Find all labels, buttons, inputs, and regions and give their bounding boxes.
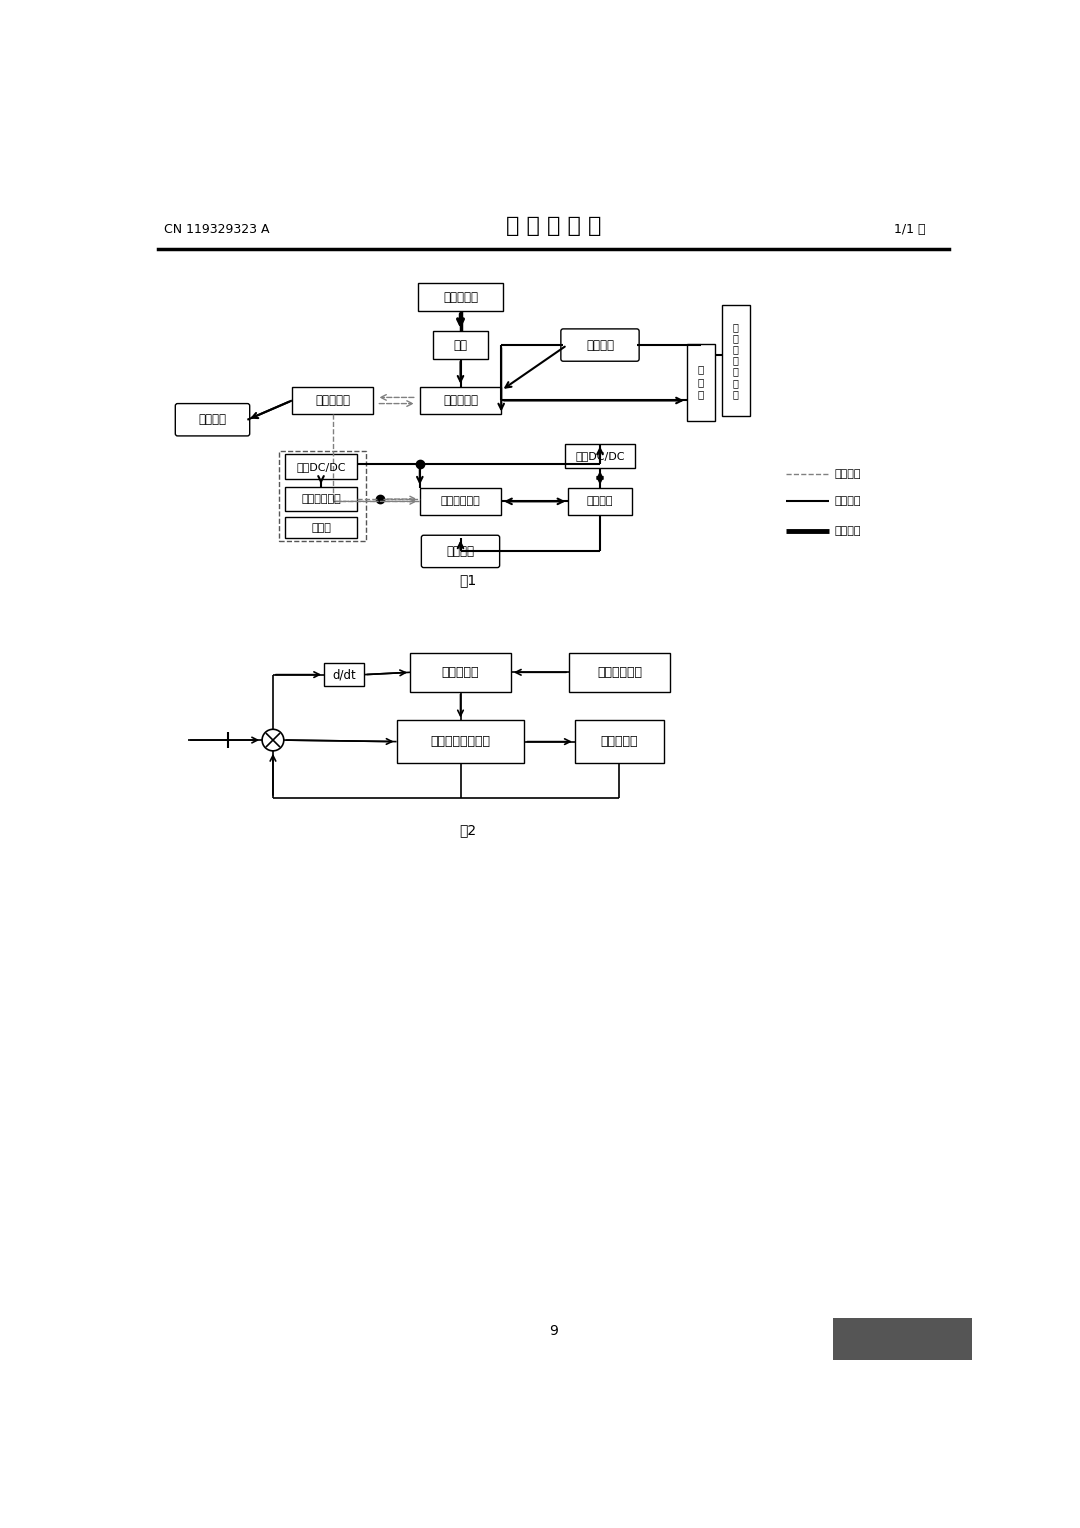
- Text: 机械连接: 机械连接: [834, 527, 861, 536]
- FancyBboxPatch shape: [420, 487, 501, 515]
- Text: 电机: 电机: [454, 339, 468, 351]
- Text: 说 明 书 附 图: 说 明 书 附 图: [505, 215, 602, 235]
- FancyBboxPatch shape: [285, 516, 356, 538]
- FancyBboxPatch shape: [420, 387, 501, 414]
- Text: 图2: 图2: [460, 824, 476, 837]
- FancyBboxPatch shape: [410, 652, 511, 692]
- Text: d/dt: d/dt: [333, 668, 356, 681]
- FancyBboxPatch shape: [565, 443, 635, 468]
- FancyBboxPatch shape: [285, 487, 356, 512]
- Text: 9: 9: [549, 1323, 558, 1337]
- FancyBboxPatch shape: [421, 535, 500, 567]
- Text: 自适应反步控制器: 自适应反步控制器: [431, 735, 490, 749]
- Text: 改进灰狼算法: 改进灰狼算法: [597, 666, 642, 678]
- Text: 电气连接: 电气连接: [834, 497, 861, 506]
- Text: 单向DC/DC: 单向DC/DC: [296, 461, 346, 472]
- FancyBboxPatch shape: [175, 403, 249, 435]
- Text: 动力电池: 动力电池: [586, 497, 613, 506]
- Text: 图1: 图1: [460, 573, 477, 587]
- FancyBboxPatch shape: [569, 652, 670, 692]
- Text: 双向DC/DC: 双向DC/DC: [576, 451, 624, 461]
- Text: CN 119329323 A: CN 119329323 A: [164, 223, 269, 235]
- Text: 能量管理系统: 能量管理系统: [441, 497, 481, 506]
- Text: 整车控制器: 整车控制器: [315, 394, 350, 406]
- Text: 蓄
电
池
管
理
系
统: 蓄 电 池 管 理 系 统: [732, 322, 739, 399]
- Text: 储氢瓶: 储氢瓶: [311, 523, 330, 533]
- Text: 通信连接: 通信连接: [834, 469, 861, 480]
- FancyBboxPatch shape: [568, 487, 632, 515]
- Text: 1/1 页: 1/1 页: [894, 223, 926, 235]
- Text: 模糊控制器: 模糊控制器: [442, 666, 480, 678]
- Text: 轮毂电机: 轮毂电机: [586, 339, 615, 351]
- FancyBboxPatch shape: [418, 284, 503, 312]
- FancyBboxPatch shape: [561, 329, 639, 361]
- Text: 轮毂电机: 轮毂电机: [199, 413, 227, 426]
- Bar: [687, 344, 715, 420]
- Text: 剪切式旋翼: 剪切式旋翼: [443, 290, 478, 304]
- FancyBboxPatch shape: [396, 720, 525, 762]
- Bar: [279, 451, 366, 541]
- Bar: [721, 304, 750, 416]
- FancyBboxPatch shape: [285, 454, 356, 480]
- Text: 轮毂电机: 轮毂电机: [446, 545, 474, 558]
- Text: 电机控制器: 电机控制器: [443, 394, 478, 406]
- FancyBboxPatch shape: [575, 720, 664, 762]
- FancyBboxPatch shape: [324, 663, 364, 686]
- Text: 燃料电池系统: 燃料电池系统: [301, 494, 341, 504]
- Text: 充
电
机: 充 电 机: [698, 365, 704, 399]
- Bar: [833, 1317, 972, 1360]
- FancyBboxPatch shape: [292, 387, 374, 414]
- Text: 电机控制器: 电机控制器: [600, 735, 638, 749]
- FancyBboxPatch shape: [433, 332, 488, 359]
